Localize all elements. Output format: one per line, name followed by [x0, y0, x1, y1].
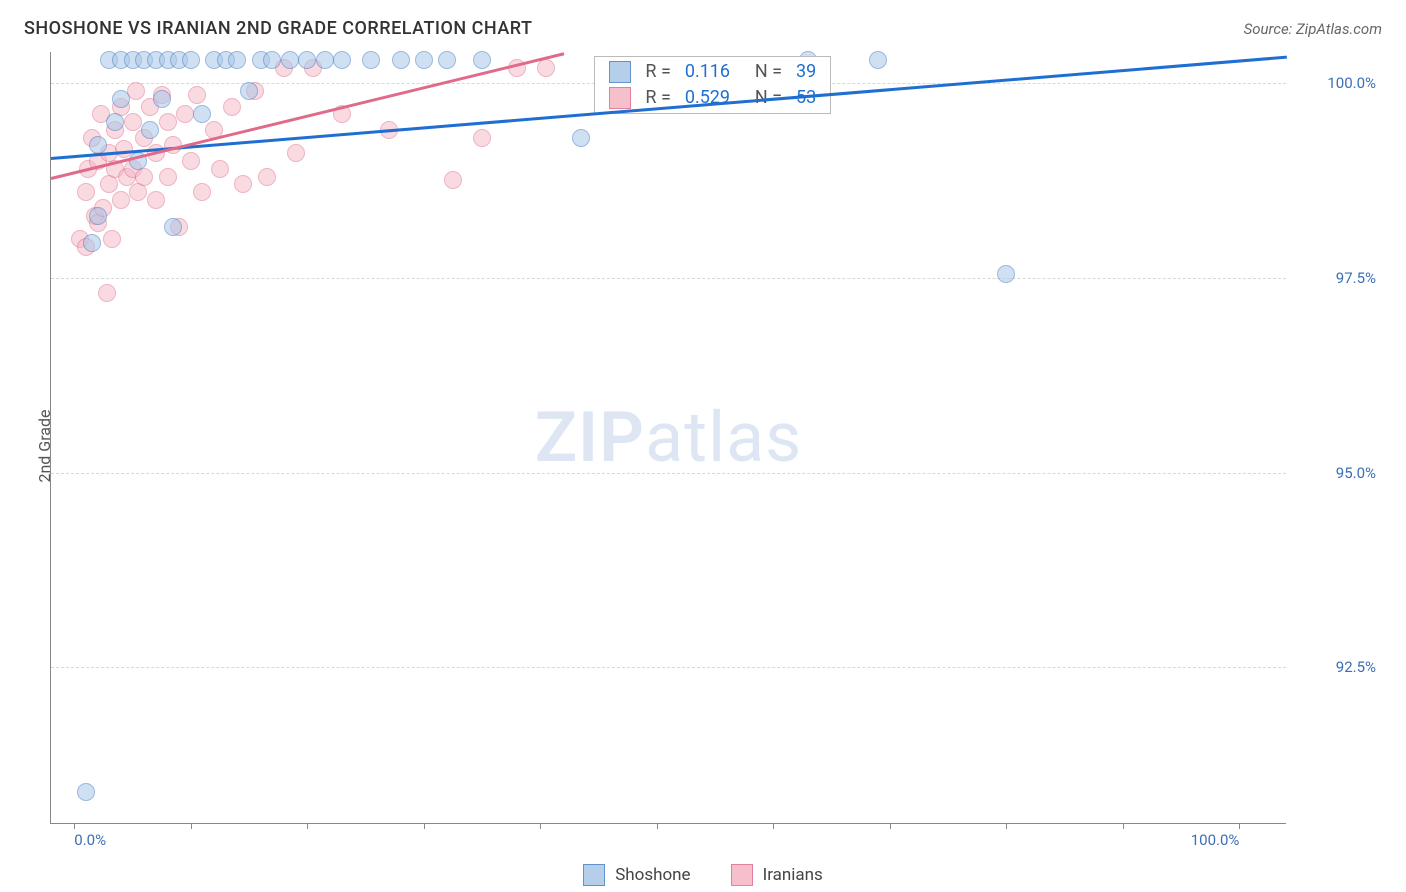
legend-swatch [731, 864, 753, 886]
data-point [182, 152, 200, 170]
x-tick [773, 823, 774, 829]
x-tick [1123, 823, 1124, 829]
y-tick-label: 95.0% [1296, 464, 1376, 482]
legend-swatch [583, 864, 605, 886]
data-point [83, 234, 101, 252]
data-point [103, 230, 121, 248]
data-point [124, 113, 142, 131]
chart-header: SHOSHONE VS IRANIAN 2ND GRADE CORRELATIO… [0, 0, 1406, 49]
x-tick [1006, 823, 1007, 829]
data-point [473, 129, 491, 147]
series-swatch [609, 87, 631, 109]
data-point [188, 86, 206, 104]
gridline [51, 667, 1286, 668]
x-tick [191, 823, 192, 829]
data-point [77, 183, 95, 201]
legend: Shoshone Iranians [0, 864, 1406, 886]
y-tick-label: 97.5% [1296, 269, 1376, 287]
data-point [112, 90, 130, 108]
series-swatch [609, 61, 631, 83]
data-point [106, 113, 124, 131]
chart-title: SHOSHONE VS IRANIAN 2ND GRADE CORRELATIO… [24, 18, 532, 39]
chart-source: Source: ZipAtlas.com [1244, 20, 1382, 38]
data-point [153, 90, 171, 108]
gridline [51, 278, 1286, 279]
data-point [77, 783, 95, 801]
x-tick [890, 823, 891, 829]
data-point [159, 113, 177, 131]
data-point [129, 183, 147, 201]
data-point [141, 121, 159, 139]
data-point [333, 51, 351, 69]
plot-area: ZIPatlas 100.0%97.5%95.0%92.5%0.0%100.0%… [50, 52, 1286, 824]
data-point [176, 105, 194, 123]
data-point [240, 82, 258, 100]
data-point [316, 51, 334, 69]
data-point [193, 183, 211, 201]
data-point [234, 175, 252, 193]
data-point [298, 51, 316, 69]
legend-item: Shoshone [583, 864, 690, 886]
data-point [572, 129, 590, 147]
x-tick [424, 823, 425, 829]
data-point [182, 51, 200, 69]
data-point [473, 51, 491, 69]
data-point [415, 51, 433, 69]
data-point [164, 218, 182, 236]
data-point [869, 51, 887, 69]
data-point [211, 160, 229, 178]
data-point [444, 171, 462, 189]
data-point [135, 168, 153, 186]
data-point [263, 51, 281, 69]
data-point [112, 191, 130, 209]
data-point [100, 175, 118, 193]
stats-row: R =0.116N =39 [595, 59, 830, 85]
x-tick [307, 823, 308, 829]
gridline [51, 473, 1286, 474]
watermark: ZIPatlas [535, 397, 803, 479]
data-point [89, 207, 107, 225]
legend-item: Iranians [731, 864, 823, 886]
legend-label: Iranians [763, 865, 823, 885]
x-tick [540, 823, 541, 829]
data-point [438, 51, 456, 69]
data-point [537, 59, 555, 77]
y-tick-label: 100.0% [1296, 74, 1376, 92]
data-point [997, 265, 1015, 283]
data-point [258, 168, 276, 186]
data-point [193, 105, 211, 123]
data-point [223, 98, 241, 116]
data-point [362, 51, 380, 69]
legend-label: Shoshone [615, 865, 690, 885]
data-point [228, 51, 246, 69]
data-point [287, 144, 305, 162]
data-point [392, 51, 410, 69]
data-point [159, 168, 177, 186]
x-tick-label: 100.0% [1191, 831, 1240, 849]
data-point [147, 191, 165, 209]
x-tick [657, 823, 658, 829]
y-tick-label: 92.5% [1296, 658, 1376, 676]
x-tick-label: 0.0% [74, 831, 106, 849]
data-point [281, 51, 299, 69]
chart-area: ZIPatlas 100.0% 97.5% 95.0% 92.5% 0.0% 100.0%… [50, 52, 1386, 848]
x-tick [1239, 823, 1240, 829]
data-point [98, 284, 116, 302]
x-tick [74, 823, 75, 829]
